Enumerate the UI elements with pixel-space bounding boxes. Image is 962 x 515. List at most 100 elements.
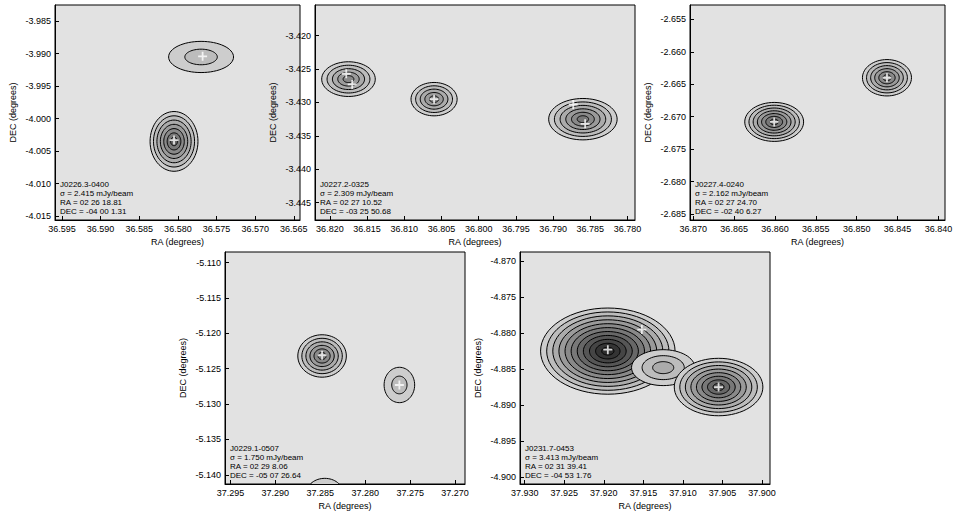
svg-text:DEC = -02 40 6.27: DEC = -02 40 6.27 — [695, 207, 762, 216]
svg-text:36.790: 36.790 — [539, 224, 567, 234]
svg-text:37.290: 37.290 — [262, 488, 290, 498]
svg-text:DEC = -05 07 26.64: DEC = -05 07 26.64 — [230, 471, 301, 480]
svg-text:-4.010: -4.010 — [25, 179, 51, 189]
svg-text:-4.005: -4.005 — [25, 146, 51, 156]
svg-text:σ = 3.413 mJy/beam: σ = 3.413 mJy/beam — [525, 453, 599, 462]
svg-text:-3.425: -3.425 — [285, 64, 311, 74]
svg-text:36.840: 36.840 — [925, 224, 953, 234]
svg-text:36.815: 36.815 — [353, 224, 381, 234]
svg-text:37.930: 37.930 — [511, 488, 539, 498]
svg-text:DEC (degrees): DEC (degrees) — [8, 82, 18, 142]
svg-text:36.810: 36.810 — [391, 224, 419, 234]
svg-text:σ = 1.750 mJy/beam: σ = 1.750 mJy/beam — [230, 453, 304, 462]
svg-text:37.910: 37.910 — [669, 488, 697, 498]
svg-text:DEC (degrees): DEC (degrees) — [268, 82, 278, 142]
svg-text:σ = 2.162 mJy/beam: σ = 2.162 mJy/beam — [695, 189, 769, 198]
svg-text:RA = 02 26 18.81: RA = 02 26 18.81 — [60, 198, 123, 207]
svg-text:36.865: 36.865 — [720, 224, 748, 234]
svg-text:-5.130: -5.130 — [195, 399, 221, 409]
svg-text:-2.660: -2.660 — [660, 47, 686, 57]
svg-text:36.800: 36.800 — [465, 224, 493, 234]
svg-text:36.595: 36.595 — [48, 224, 76, 234]
svg-text:36.785: 36.785 — [577, 224, 605, 234]
svg-text:-3.420: -3.420 — [285, 31, 311, 41]
svg-text:-4.875: -4.875 — [490, 292, 516, 302]
svg-text:-3.995: -3.995 — [25, 81, 51, 91]
svg-text:DEC (degrees): DEC (degrees) — [643, 82, 653, 142]
svg-text:-4.015: -4.015 — [25, 211, 51, 221]
svg-text:-3.430: -3.430 — [285, 97, 311, 107]
svg-text:36.870: 36.870 — [680, 224, 708, 234]
svg-text:-4.000: -4.000 — [25, 114, 51, 124]
svg-text:36.805: 36.805 — [428, 224, 456, 234]
svg-text:DEC (degrees): DEC (degrees) — [473, 338, 483, 398]
svg-text:RA (degrees): RA (degrees) — [618, 501, 671, 511]
svg-text:36.860: 36.860 — [761, 224, 789, 234]
svg-text:37.295: 37.295 — [217, 488, 245, 498]
svg-text:-3.435: -3.435 — [285, 131, 311, 141]
svg-text:J0227.4-0240: J0227.4-0240 — [695, 180, 744, 189]
svg-text:DEC = -03 25 50.68: DEC = -03 25 50.68 — [320, 207, 391, 216]
svg-text:RA (degrees): RA (degrees) — [318, 501, 371, 511]
svg-text:RA (degrees): RA (degrees) — [151, 237, 204, 247]
svg-text:J0229.1-0507: J0229.1-0507 — [230, 444, 279, 453]
svg-text:-5.115: -5.115 — [196, 293, 221, 303]
svg-text:36.855: 36.855 — [802, 224, 830, 234]
svg-text:37.920: 37.920 — [590, 488, 618, 498]
svg-text:DEC = -04 53 1.76: DEC = -04 53 1.76 — [525, 471, 592, 480]
svg-text:-4.880: -4.880 — [490, 328, 516, 338]
svg-text:-5.140: -5.140 — [195, 470, 221, 480]
svg-text:37.925: 37.925 — [551, 488, 579, 498]
svg-text:37.275: 37.275 — [396, 488, 424, 498]
svg-text:36.845: 36.845 — [884, 224, 912, 234]
svg-text:-4.890: -4.890 — [490, 400, 516, 410]
svg-text:-4.895: -4.895 — [490, 436, 516, 446]
svg-text:-5.125: -5.125 — [195, 364, 221, 374]
svg-text:37.915: 37.915 — [630, 488, 658, 498]
svg-text:-2.675: -2.675 — [660, 144, 686, 154]
svg-text:-5.120: -5.120 — [195, 328, 221, 338]
svg-text:37.270: 37.270 — [441, 488, 469, 498]
svg-text:36.585: 36.585 — [125, 224, 153, 234]
svg-text:-2.665: -2.665 — [660, 79, 686, 89]
svg-text:36.850: 36.850 — [843, 224, 871, 234]
svg-text:DEC = -04 00 1.31: DEC = -04 00 1.31 — [60, 207, 127, 216]
svg-text:36.570: 36.570 — [241, 224, 269, 234]
svg-text:J0226.3-0400: J0226.3-0400 — [60, 180, 109, 189]
svg-text:-5.110: -5.110 — [196, 258, 221, 268]
svg-text:-2.680: -2.680 — [660, 177, 686, 187]
svg-text:J0231.7-0453: J0231.7-0453 — [525, 444, 574, 453]
svg-text:-3.985: -3.985 — [25, 16, 51, 26]
svg-text:-2.655: -2.655 — [660, 14, 686, 24]
svg-text:RA = 02 29 8.06: RA = 02 29 8.06 — [230, 462, 288, 471]
svg-text:37.280: 37.280 — [351, 488, 379, 498]
svg-text:37.905: 37.905 — [709, 488, 737, 498]
svg-text:36.565: 36.565 — [280, 224, 308, 234]
svg-text:σ = 2.415 mJy/beam: σ = 2.415 mJy/beam — [60, 189, 134, 198]
svg-text:RA (degrees): RA (degrees) — [448, 237, 501, 247]
svg-text:-4.885: -4.885 — [490, 364, 516, 374]
svg-text:37.900: 37.900 — [748, 488, 776, 498]
svg-text:36.820: 36.820 — [316, 224, 344, 234]
svg-text:-3.440: -3.440 — [285, 164, 311, 174]
svg-text:36.590: 36.590 — [87, 224, 115, 234]
svg-text:σ = 2.309 mJy/beam: σ = 2.309 mJy/beam — [320, 189, 394, 198]
svg-text:-3.990: -3.990 — [25, 49, 51, 59]
svg-text:36.575: 36.575 — [203, 224, 231, 234]
svg-text:RA = 02 27 10.52: RA = 02 27 10.52 — [320, 198, 383, 207]
svg-text:36.780: 36.780 — [614, 224, 642, 234]
svg-text:DEC (degrees): DEC (degrees) — [178, 338, 188, 398]
svg-text:36.795: 36.795 — [502, 224, 530, 234]
svg-text:-5.135: -5.135 — [195, 434, 221, 444]
svg-text:-3.445: -3.445 — [285, 198, 311, 208]
svg-text:36.580: 36.580 — [164, 224, 192, 234]
svg-text:RA (degrees): RA (degrees) — [791, 237, 844, 247]
svg-text:J0227.2-0325: J0227.2-0325 — [320, 180, 369, 189]
svg-text:-2.685: -2.685 — [660, 209, 686, 219]
svg-text:RA = 02 27 24.70: RA = 02 27 24.70 — [695, 198, 758, 207]
svg-text:-2.670: -2.670 — [660, 112, 686, 122]
svg-text:37.285: 37.285 — [307, 488, 335, 498]
svg-text:-4.900: -4.900 — [490, 472, 516, 482]
svg-text:RA = 02 31 39.41: RA = 02 31 39.41 — [525, 462, 588, 471]
svg-text:-4.870: -4.870 — [490, 256, 516, 266]
